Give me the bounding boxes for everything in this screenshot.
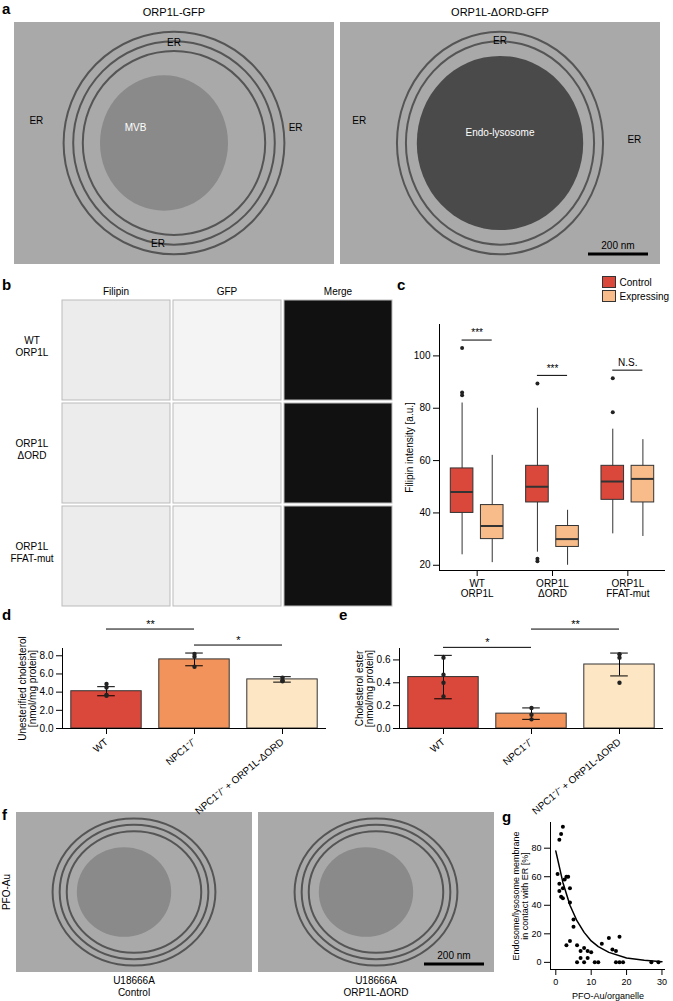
- svg-text:NPC1⁻/⁻ + ORP1L-ΔORD: NPC1⁻/⁻ + ORP1L-ΔORD: [530, 736, 623, 816]
- svg-text:ER: ER: [151, 238, 165, 249]
- svg-text:80: 80: [531, 843, 541, 853]
- svg-text:NPC1⁻/⁻ + ORP1L-ΔORD: NPC1⁻/⁻ + ORP1L-ΔORD: [193, 736, 286, 816]
- svg-text:4.0: 4.0: [40, 686, 54, 697]
- svg-text:30: 30: [657, 977, 667, 987]
- svg-text:20: 20: [622, 977, 632, 987]
- html-text:e: e: [339, 606, 348, 623]
- svg-text:N.S.: N.S.: [618, 357, 637, 368]
- svg-text:ER: ER: [352, 115, 366, 126]
- svg-text:*: *: [485, 636, 490, 648]
- svg-text:GFP: GFP: [217, 286, 238, 297]
- svg-text:PFO-Au/organelle: PFO-Au/organelle: [572, 991, 644, 1001]
- svg-text:ER: ER: [29, 115, 43, 126]
- svg-text:**: **: [571, 618, 580, 630]
- svg-text:ER: ER: [289, 122, 303, 133]
- svg-text:8.0: 8.0: [40, 650, 54, 661]
- svg-text:20: 20: [531, 929, 541, 939]
- svg-text:Filipin: Filipin: [103, 286, 129, 297]
- svg-text:Unesterified cholesterol[nmol/: Unesterified cholesterol[nmol/mg protein…: [17, 636, 38, 741]
- svg-text:0.4: 0.4: [377, 677, 391, 688]
- svg-text:0.0: 0.0: [377, 723, 391, 734]
- svg-text:Endo-lysosome: Endo-lysosome: [466, 127, 535, 138]
- html-text:Control: Control: [619, 276, 652, 288]
- svg-text:20: 20: [419, 559, 431, 570]
- svg-text:0.6: 0.6: [377, 654, 391, 665]
- svg-text:ORP1LFFAT-mut: ORP1LFFAT-mut: [606, 578, 649, 599]
- svg-text:ER: ER: [167, 37, 181, 48]
- svg-text:**: **: [146, 618, 155, 630]
- svg-text:6.0: 6.0: [40, 668, 54, 679]
- svg-text:ORP1LFFAT-mut: ORP1LFFAT-mut: [10, 541, 53, 564]
- svg-text:a: a: [2, 0, 11, 17]
- svg-text:ORP1L-ΔORD-GFP: ORP1L-ΔORD-GFP: [451, 6, 549, 18]
- svg-text:NPC1⁻/⁻: NPC1⁻/⁻: [164, 735, 199, 767]
- svg-text:200 nm: 200 nm: [437, 950, 470, 961]
- svg-text:WT: WT: [91, 736, 110, 754]
- html-text:Expressing: Expressing: [619, 290, 669, 302]
- svg-text:Cholesterol ester[nmol/mg prot: Cholesterol ester[nmol/mg protein]: [354, 650, 375, 727]
- svg-text:0: 0: [553, 977, 558, 987]
- svg-text:MVB: MVB: [125, 122, 147, 133]
- svg-text:200 nm: 200 nm: [601, 240, 634, 251]
- svg-text:WT: WT: [428, 736, 447, 754]
- html-text:g: g: [502, 808, 512, 825]
- svg-text:f: f: [2, 806, 8, 823]
- svg-text:ORP1LΔORD: ORP1LΔORD: [536, 578, 569, 599]
- svg-text:b: b: [2, 276, 11, 293]
- svg-text:WTORP1L: WTORP1L: [16, 335, 49, 358]
- svg-text:40: 40: [531, 900, 541, 910]
- svg-text:ER: ER: [627, 134, 641, 145]
- svg-text:40: 40: [419, 507, 431, 518]
- svg-text:0.0: 0.0: [40, 723, 54, 734]
- svg-text:ORP1LΔORD: ORP1LΔORD: [16, 438, 49, 461]
- svg-text:Endosome/lysosome membranein c: Endosome/lysosome membranein contact wit…: [511, 831, 530, 960]
- svg-text:80: 80: [419, 402, 431, 413]
- svg-text:NPC1⁻/⁻: NPC1⁻/⁻: [501, 735, 536, 767]
- svg-text:PFO-Au: PFO-Au: [1, 874, 12, 910]
- svg-text:U18666AORP1L-ΔORD: U18666AORP1L-ΔORD: [343, 975, 408, 998]
- svg-text:60: 60: [531, 872, 541, 882]
- svg-text:0.2: 0.2: [377, 700, 391, 711]
- svg-text:***: ***: [547, 363, 559, 374]
- svg-text:U18666AControl: U18666AControl: [113, 975, 155, 998]
- svg-text:WTORP1L: WTORP1L: [461, 578, 494, 599]
- svg-text:ER: ER: [493, 35, 507, 46]
- svg-text:Filipin intensity [a.u.]: Filipin intensity [a.u.]: [404, 402, 415, 493]
- svg-text:*: *: [236, 634, 241, 646]
- svg-text:ORP1L-GFP: ORP1L-GFP: [143, 6, 205, 18]
- svg-text:2.0: 2.0: [40, 705, 54, 716]
- svg-text:10: 10: [586, 977, 596, 987]
- svg-text:0: 0: [536, 957, 541, 967]
- svg-text:100: 100: [414, 350, 431, 361]
- svg-text:Merge: Merge: [324, 286, 353, 297]
- html-text:c: c: [397, 276, 406, 293]
- svg-text:60: 60: [419, 455, 431, 466]
- svg-text:***: ***: [471, 327, 483, 338]
- html-text:d: d: [2, 606, 12, 623]
